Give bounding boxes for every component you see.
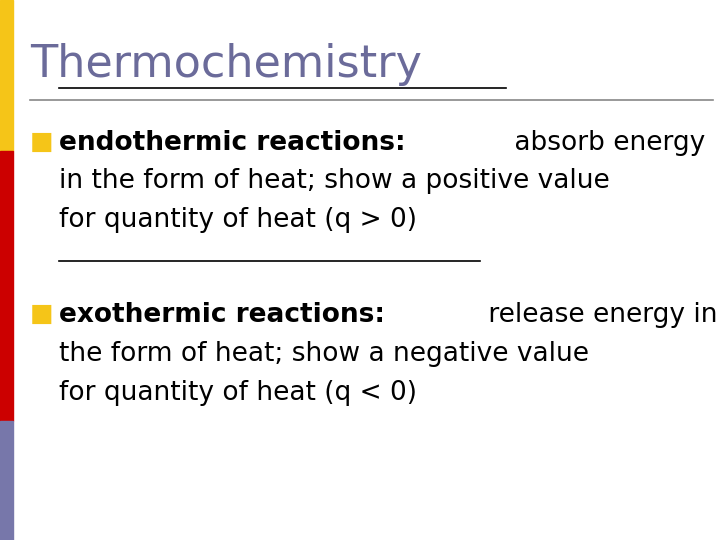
Text: exothermic reactions:: exothermic reactions: (59, 302, 385, 328)
Text: ■: ■ (30, 130, 54, 153)
Text: endothermic reactions:: endothermic reactions: (59, 130, 405, 156)
Text: ■: ■ (30, 302, 54, 326)
Text: for quantity of heat (q > 0): for quantity of heat (q > 0) (59, 207, 417, 233)
Text: the form of heat; show a negative value: the form of heat; show a negative value (59, 341, 589, 367)
Text: absorb energy: absorb energy (506, 130, 706, 156)
Text: Thermochemistry: Thermochemistry (30, 43, 422, 86)
Text: for quantity of heat (q < 0): for quantity of heat (q < 0) (59, 380, 417, 406)
Text: release energy in: release energy in (480, 302, 717, 328)
Text: in the form of heat; show a positive value: in the form of heat; show a positive val… (59, 168, 610, 194)
